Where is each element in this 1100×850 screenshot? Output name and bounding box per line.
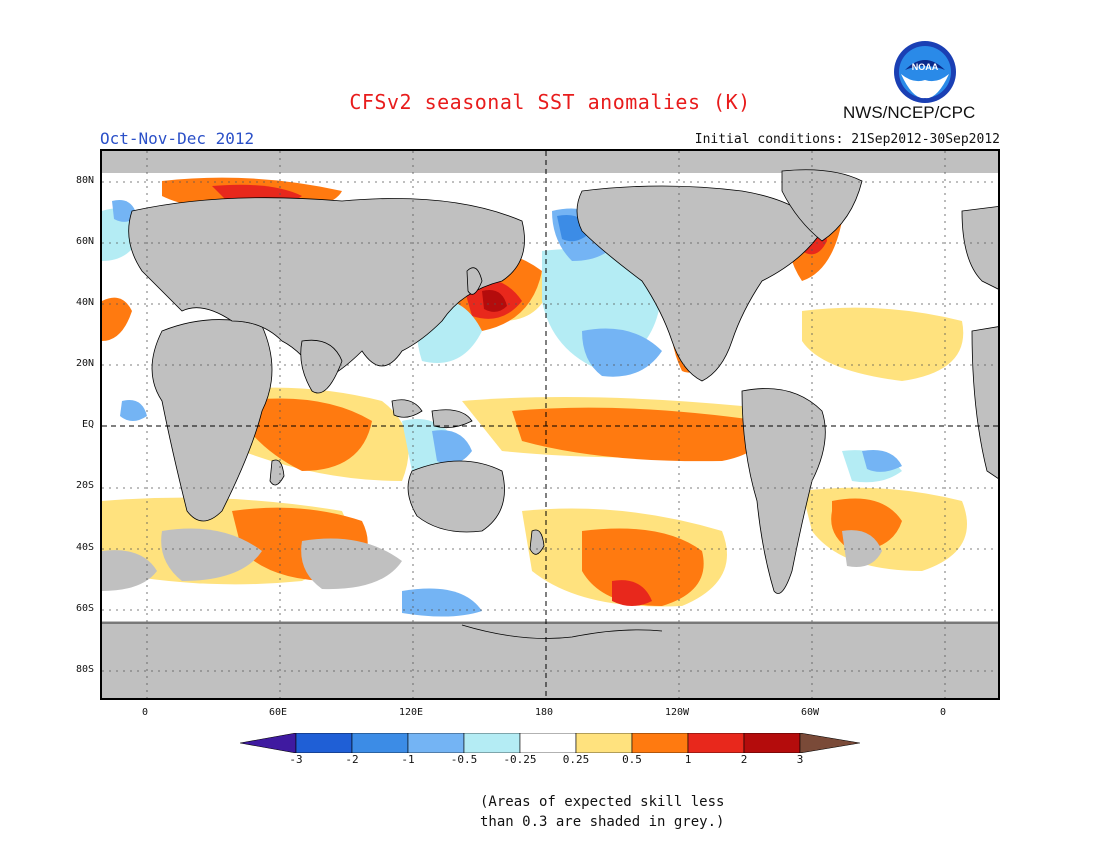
- lat-label-60n: 60N: [75, 236, 94, 247]
- lat-label-80n: 80N: [75, 175, 94, 186]
- colorbar-tick-label: -0.25: [503, 753, 537, 766]
- continents: [128, 169, 998, 594]
- lon-label-120w: 120W: [664, 707, 690, 718]
- colorbar-tick-label: 3: [796, 753, 804, 766]
- equator-dateline: [102, 151, 998, 698]
- forecast-period: Oct-Nov-Dec 2012: [100, 129, 255, 148]
- noaa-logo: NOAA: [893, 40, 957, 104]
- footnote-line2: than 0.3 are shaded in grey.): [480, 814, 725, 830]
- graticule: [102, 151, 998, 698]
- lat-label-20s: 20S: [75, 480, 94, 491]
- australia: [407, 460, 505, 533]
- initial-conditions: Initial conditions: 21Sep2012-30Sep2012: [694, 132, 1000, 147]
- colorbar-segment-4: [463, 732, 521, 754]
- colorbar-segment-3: [407, 732, 465, 754]
- map-canvas: [102, 151, 998, 698]
- sst-anomaly-map: [100, 149, 1000, 700]
- anomaly-2-3: [482, 290, 507, 312]
- map-title: CFSv2 seasonal SST anomalies (K): [349, 90, 751, 114]
- europe-wrap: [961, 206, 998, 290]
- lon-label-0-west: 0: [141, 707, 149, 718]
- footnote-line1: (Areas of expected skill less: [480, 794, 725, 810]
- colorbar-tick-label: -1: [401, 753, 415, 766]
- colorbar-arrow-right: [799, 732, 861, 754]
- colorbar-segment-9: [743, 732, 801, 754]
- colorbar-segment-8: [687, 732, 745, 754]
- agency-label: NWS/NCEP/CPC: [843, 103, 976, 122]
- colorbar: [239, 732, 861, 757]
- colorbar-segment-7: [631, 732, 689, 754]
- colorbar-tick-label: 1: [684, 753, 692, 766]
- colorbar-tick-label: -2: [345, 753, 359, 766]
- north-america: [576, 185, 823, 382]
- new-zealand: [529, 529, 545, 555]
- colorbar-tick-label: 0.5: [622, 753, 642, 766]
- lon-label-120e: 120E: [398, 707, 424, 718]
- lon-label-60w: 60W: [800, 707, 820, 718]
- lat-label-60s: 60S: [75, 603, 94, 614]
- new-guinea: [431, 409, 473, 429]
- india: [300, 339, 343, 394]
- lat-label-80s: 80S: [75, 664, 94, 675]
- low-skill-mask: [102, 151, 882, 591]
- eurasia: [128, 197, 525, 382]
- colorbar-tick-label: -3: [289, 753, 303, 766]
- borneo: [391, 399, 423, 418]
- colorbar-tick-label: 2: [740, 753, 748, 766]
- lat-label-40s: 40S: [75, 542, 94, 553]
- madagascar: [269, 459, 285, 486]
- noaa-logo-text: NOAA: [912, 62, 939, 72]
- africa-wrap: [971, 326, 998, 479]
- colorbar-segment-5: [519, 732, 577, 754]
- south-america: [741, 388, 826, 594]
- lat-label-40n: 40N: [75, 297, 94, 308]
- colorbar-svg: [239, 732, 861, 754]
- lat-label-eq: EQ: [81, 419, 94, 430]
- skill-footnote: (Areas of expected skill less than 0.3 a…: [480, 792, 724, 832]
- japan: [466, 267, 483, 295]
- lon-label-60e: 60E: [268, 707, 288, 718]
- colorbar-segment-6: [575, 732, 633, 754]
- colorbar-tick-label: 0.25: [562, 753, 590, 766]
- colorbar-arrow-left: [239, 732, 297, 754]
- lon-label-180: 180: [534, 707, 554, 718]
- lat-label-20n: 20N: [75, 358, 94, 369]
- colorbar-segment-1: [295, 732, 353, 754]
- greenland: [781, 169, 863, 242]
- colorbar-segment-2: [351, 732, 409, 754]
- colorbar-tick-label: -0.5: [450, 753, 478, 766]
- lon-label-0-east: 0: [939, 707, 947, 718]
- africa: [151, 319, 273, 522]
